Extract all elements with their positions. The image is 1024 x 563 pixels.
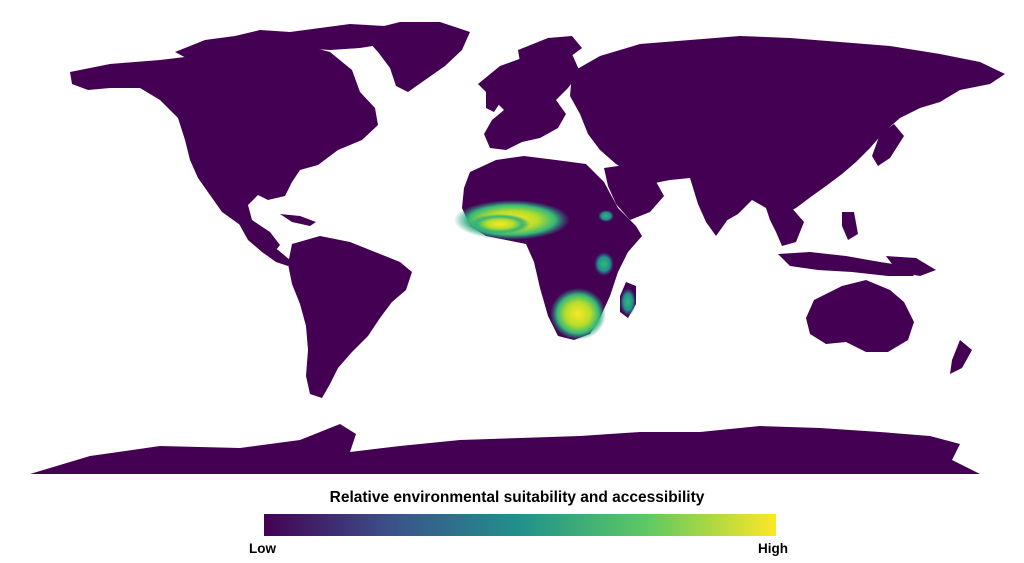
legend-title: Relative environmental suitability and a… [329,489,705,506]
hotspot-west-africa-core [470,214,530,234]
new-guinea [886,256,936,276]
land-masses [30,22,1005,474]
british-isles [486,84,502,112]
asia [570,36,1005,222]
hotspot-east-africa-coast [594,252,614,276]
central-america [238,222,290,266]
hotspot-southern-africa [550,288,606,340]
north-america [70,44,378,250]
suitability-hotspots [454,200,636,340]
greenland [360,22,470,92]
arabian-peninsula [604,164,664,220]
new-zealand [950,340,972,374]
indian-subcontinent [690,176,744,236]
legend-high-label: High [758,541,788,556]
philippines [842,212,858,240]
scandinavia [518,36,582,82]
legend-low-label: Low [249,541,276,556]
australia [806,280,914,352]
caribbean [280,214,316,226]
hotspot-sudan-east [598,210,614,222]
indonesia [778,252,914,276]
south-america [288,236,412,398]
southeast-asia [766,206,804,246]
hotspot-madagascar-east [620,288,636,316]
antarctica [30,424,980,474]
legend-color-bar [264,514,776,536]
arctic-islands [175,24,400,60]
europe [478,52,580,150]
japan [872,124,904,166]
